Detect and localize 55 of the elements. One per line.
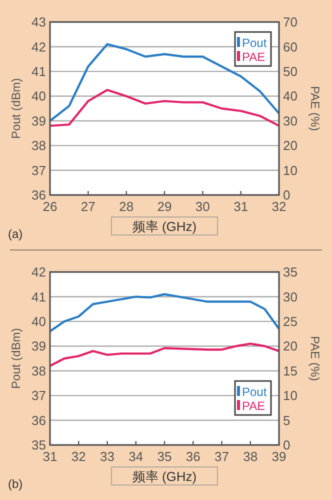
line-series [48, 342, 280, 368]
y2-tick-label: 15 [283, 363, 298, 378]
y2-tick-label: 10 [283, 162, 298, 178]
y2-tick-label: 10 [283, 388, 298, 404]
x-tick-label: 27 [80, 199, 96, 214]
y-tick-label: 38 [32, 363, 46, 378]
line-series [48, 88, 280, 127]
x-tick-label: 28 [119, 199, 134, 214]
y-axis-title: Pout (dBm) [9, 78, 23, 139]
legend-label: PAE [242, 50, 266, 64]
y-tick-label: 39 [32, 113, 46, 128]
legend-label: Pout [242, 385, 268, 399]
y-tick-label: 38 [32, 138, 46, 154]
legend-label: PAE [242, 399, 266, 413]
y2-tick-label: 20 [283, 138, 298, 154]
y-tick-label: 37 [32, 162, 46, 178]
y-tick-label: 40 [32, 88, 46, 104]
x-axis-title: 频率 (GHz) [132, 469, 197, 484]
text: (b) [8, 477, 23, 491]
y-tick-label: 39 [32, 338, 46, 354]
y2-tick-label: 40 [283, 88, 298, 104]
y-tick-label: 41 [32, 289, 46, 304]
y-tick-label: 42 [32, 39, 46, 54]
text: (a) [8, 227, 23, 241]
x-tick-label: 38 [243, 449, 258, 464]
y-tick-label: 36 [32, 412, 46, 428]
x-tick-label: 32 [71, 449, 86, 464]
x-tick-label: 34 [128, 449, 144, 464]
y-axis-title: Pout (dBm) [9, 328, 23, 389]
x-axis-title: 频率 (GHz) [132, 219, 197, 234]
y-tick-label: 42 [32, 264, 46, 280]
y2-tick-label: 25 [283, 314, 298, 329]
y-tick-label: 40 [32, 314, 46, 329]
y2-tick-label: 60 [283, 39, 298, 54]
y-tick-label: 43 [32, 14, 46, 30]
y2-tick-label: 70 [283, 14, 298, 30]
x-tick-label: 36 [186, 449, 200, 464]
line-series [48, 293, 280, 332]
y2-tick-label: 35 [283, 264, 298, 280]
x-tick-label: 30 [195, 199, 210, 214]
x-tick-label: 31 [234, 199, 248, 214]
y2-tick-label: 30 [283, 289, 298, 304]
x-tick-label: 33 [100, 449, 114, 464]
x-tick-label: 37 [214, 449, 229, 464]
x-tick-label: 29 [157, 199, 172, 214]
legend-label: Pout [242, 36, 268, 50]
y-tick-label: 37 [32, 388, 46, 404]
y-tick-label: 41 [32, 64, 46, 79]
y2-axis-title: PAE (%) [308, 336, 322, 382]
y2-tick-label: 30 [283, 113, 298, 128]
y2-tick-label: 50 [283, 64, 298, 79]
y2-axis-title: PAE (%) [308, 86, 322, 132]
y2-tick-label: 20 [283, 338, 298, 354]
x-tick-label: 35 [157, 449, 172, 464]
y2-tick-label: 5 [283, 412, 290, 428]
